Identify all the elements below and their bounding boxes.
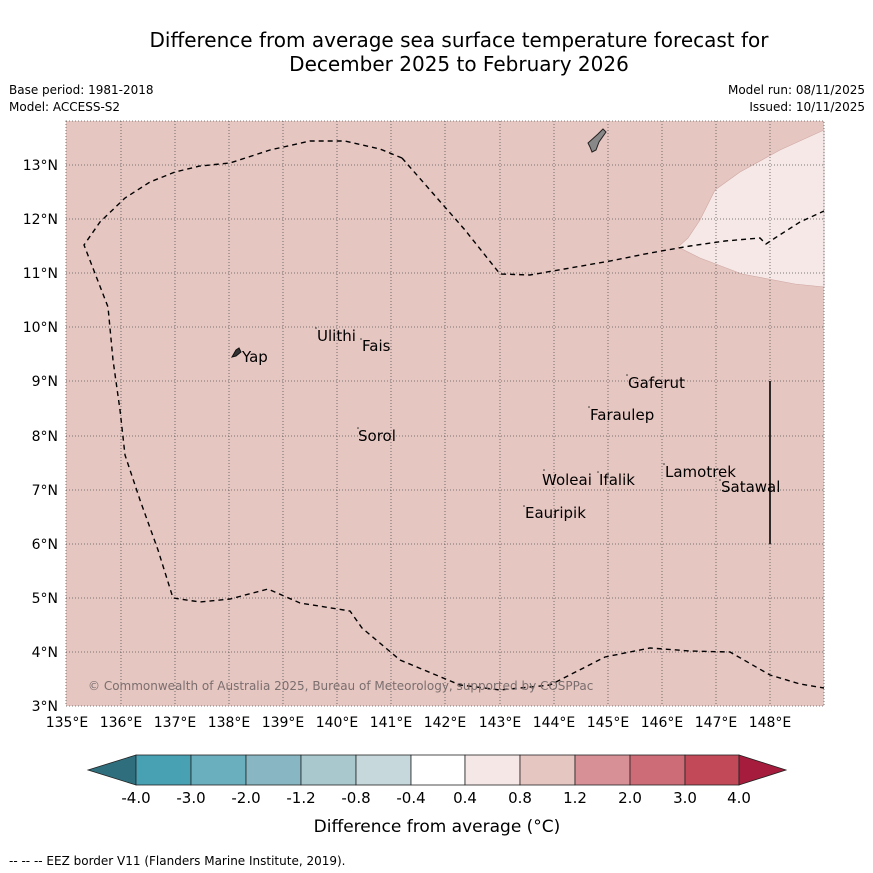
place-label-ifalik: Ifalik [599, 471, 635, 489]
colorbar-tick: 2.0 [618, 789, 642, 807]
anomaly-background-region [66, 121, 824, 706]
place-label-woleai: Woleai [542, 471, 592, 489]
lon-label-135: 135°E [46, 715, 89, 731]
colorbar-tick: 4.0 [727, 789, 751, 807]
colorbar-tick: 3.0 [673, 789, 697, 807]
colorbar-segment [410, 754, 466, 786]
map-title-line-1: Difference from average sea surface temp… [149, 28, 769, 52]
colorbar-segment [355, 754, 412, 786]
colorbar-tick: 0.8 [508, 789, 532, 807]
eez-border-fsm [83, 140, 825, 691]
map-frame [65, 120, 825, 707]
guam-island [587, 128, 607, 153]
lat-label-10: 10°N [23, 320, 58, 336]
gaferut-marker [626, 374, 628, 376]
colorbar-tick: -1.2 [286, 789, 315, 807]
colorbar-segment [629, 754, 686, 786]
colorbar-tick: -2.0 [231, 789, 260, 807]
colorbar-tick-labels: -4.0 -3.0 -2.0 -1.2 -0.8 -0.4 0.4 0.8 1.… [121, 789, 751, 807]
lat-label-3: 3°N [32, 699, 58, 715]
lon-label-136: 136°E [100, 715, 143, 731]
lon-label-138: 138°E [208, 715, 251, 731]
place-label-eauripik: Eauripik [525, 504, 586, 522]
colorbar-segment [574, 754, 631, 786]
lon-label-137: 137°E [154, 715, 197, 731]
base-period: Base period: 1981-2018 [9, 83, 154, 97]
lon-label-139: 139°E [262, 715, 305, 731]
place-label-faraulep: Faraulep [590, 406, 654, 424]
lon-label-140: 140°E [316, 715, 359, 731]
ifalik-marker [597, 471, 599, 473]
lat-label-11: 11°N [23, 266, 58, 282]
colorbar-segment [519, 754, 576, 786]
colorbar-extend-high [738, 754, 788, 786]
colorbar-extend-low [86, 754, 137, 786]
issued-date: Issued: 10/11/2025 [749, 100, 865, 114]
place-label-ulithi: Ulithi [317, 327, 356, 345]
place-labels: Yap Ulithi Fais Gaferut Faraulep Sorol L… [241, 327, 780, 522]
lat-label-5: 5°N [32, 591, 58, 607]
lon-label-144: 144°E [533, 715, 576, 731]
place-label-lamotrek: Lamotrek [665, 463, 736, 481]
latitude-labels: 13°N 12°N 11°N 10°N 9°N 8°N 7°N 6°N 5°N … [23, 158, 58, 715]
lon-label-147: 147°E [695, 715, 738, 731]
ulithi-marker [315, 327, 317, 329]
colorbar-tick: -0.8 [341, 789, 370, 807]
lon-label-142: 142°E [424, 715, 467, 731]
eauripik-marker [523, 505, 525, 507]
place-label-satawal: Satawal [721, 478, 780, 496]
colorbar-tick: -3.0 [176, 789, 205, 807]
model-run: Model run: 08/11/2025 [727, 83, 865, 97]
colorbar-tick: -0.4 [396, 789, 425, 807]
faraulep-marker [588, 406, 590, 408]
lat-label-4: 4°N [32, 645, 58, 661]
fais-marker [360, 338, 362, 340]
lon-label-141: 141°E [370, 715, 413, 731]
lat-label-13: 13°N [23, 158, 58, 174]
longitude-labels: 135°E 136°E 137°E 138°E 139°E 140°E 141°… [46, 715, 792, 731]
place-label-sorol: Sorol [358, 427, 396, 445]
eez-borders [83, 140, 825, 691]
colorbar-segment [135, 754, 192, 786]
colorbar-segment [464, 754, 521, 786]
eez-legend-note: -- -- -- EEZ border V11 (Flanders Marine… [9, 854, 346, 868]
lamotrek-marker [663, 463, 665, 465]
colorbar-segment [300, 754, 357, 786]
lat-label-9: 9°N [32, 374, 58, 390]
copyright-credit: © Commonwealth of Australia 2025, Bureau… [88, 679, 593, 693]
anomaly-northeast-region [677, 129, 825, 288]
model-name: Model: ACCESS-S2 [9, 100, 121, 114]
lon-label-146: 146°E [641, 715, 684, 731]
colorbar-title: Difference from average (°C) [314, 817, 561, 837]
place-label-fais: Fais [362, 337, 391, 355]
lon-label-145: 145°E [587, 715, 630, 731]
colorbar-tick: 0.4 [453, 789, 477, 807]
colorbar-tick: -4.0 [121, 789, 150, 807]
lon-label-143: 143°E [479, 715, 522, 731]
colorbar-segment [245, 754, 302, 786]
colorbar [86, 754, 788, 786]
lon-label-148: 148°E [749, 715, 792, 731]
lat-label-8: 8°N [32, 429, 58, 445]
satawal-marker [719, 479, 721, 481]
lat-label-7: 7°N [32, 483, 58, 499]
colorbar-segment [684, 754, 740, 786]
graticule [66, 121, 824, 706]
map-title-line-2: December 2025 to February 2026 [289, 52, 629, 76]
colorbar-tick: 1.2 [563, 789, 587, 807]
lat-label-12: 12°N [23, 212, 58, 228]
place-label-gaferut: Gaferut [628, 374, 685, 392]
woleai-marker [543, 469, 545, 471]
colorbar-segment [190, 754, 247, 786]
place-label-yap: Yap [241, 348, 268, 366]
lat-label-6: 6°N [32, 537, 58, 553]
sorol-marker [357, 427, 359, 429]
yap-island [230, 347, 242, 358]
island-markers [315, 327, 721, 507]
